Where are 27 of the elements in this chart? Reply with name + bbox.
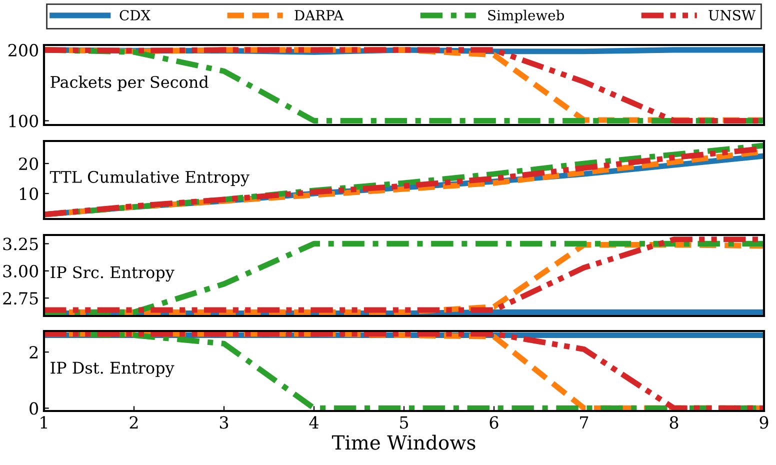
x-tick-label: 9 xyxy=(760,416,768,429)
annotation: Packets per Second xyxy=(50,76,208,92)
y-tick-label: 3.00 xyxy=(3,264,38,278)
annotation: IP Dst. Entropy xyxy=(50,362,174,378)
x-tick-label: 5 xyxy=(400,416,408,429)
annotation: IP Src. Entropy xyxy=(50,266,174,282)
legend-label: UNSW xyxy=(708,10,756,20)
y-tick-label: 2.75 xyxy=(3,292,38,305)
x-tick-label: 7 xyxy=(580,416,588,429)
annotation: TTL Cumulative Entropy xyxy=(50,170,250,186)
y-tick-label: 100 xyxy=(9,114,38,128)
y-tick-label: 0 xyxy=(30,402,38,415)
y-tick-label: 2 xyxy=(30,346,38,358)
x-tick-label: 3 xyxy=(220,416,228,429)
y-tick-label: 20 xyxy=(19,157,38,170)
x-tick-label: 4 xyxy=(309,416,318,429)
x-axis-title: Time Windows xyxy=(332,434,476,450)
legend-label: CDX xyxy=(120,10,151,20)
legend-label: DARPA xyxy=(294,10,344,20)
x-tick-label: 2 xyxy=(130,416,138,429)
legend-label: Simpleweb xyxy=(488,10,564,24)
x-tick-label: 1 xyxy=(40,416,47,429)
x-tick-label: 8 xyxy=(670,416,678,429)
y-tick-label: 3.25 xyxy=(3,238,38,250)
y-tick-label: 200 xyxy=(8,44,38,57)
x-tick-label: 6 xyxy=(490,416,498,429)
y-tick-label: 10 xyxy=(20,187,38,200)
